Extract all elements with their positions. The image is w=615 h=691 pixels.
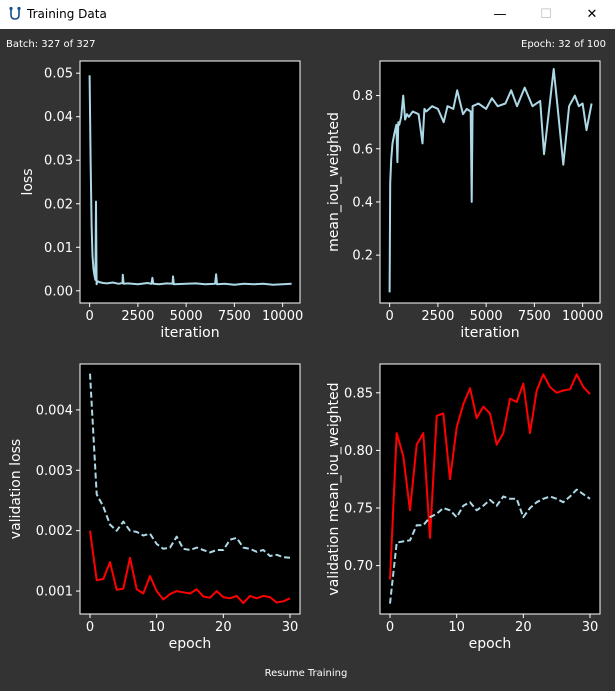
y-tick-label: 0.85 xyxy=(344,386,373,401)
series-line xyxy=(389,373,591,580)
y-tick-label: 0.75 xyxy=(344,502,373,517)
x-tick-label: 7500 xyxy=(218,309,251,324)
x-tick-label: 10 xyxy=(448,620,465,635)
x-tick-label: 10000 xyxy=(262,309,303,324)
y-tick-label: 0.002 xyxy=(36,524,73,539)
y-axis-label: loss xyxy=(20,168,36,195)
series-line xyxy=(388,68,593,293)
validation-miou-chart: 0 10 20 30 0.70 0.75 0.80 0.85 epoch validation m… xyxy=(326,363,601,652)
x-axis-label: iteration xyxy=(460,325,519,341)
series-line xyxy=(88,75,292,286)
y-tick-label: 0.04 xyxy=(44,110,73,125)
validation-loss-chart: 0 10 20 30 0.001 0.002 0.003 0.004 epoch validati… xyxy=(8,363,301,652)
window-title: Training Data xyxy=(27,7,107,21)
y-axis-label: validation mean_iou_weighted xyxy=(326,382,342,595)
y-tick-label: 0.004 xyxy=(36,403,73,418)
close-button[interactable]: ✕ xyxy=(586,7,598,22)
x-tick-label: 0 xyxy=(386,620,394,635)
x-tick-label: 10000 xyxy=(562,309,603,324)
x-axis-label: epoch xyxy=(169,636,212,652)
x-tick-label: 0 xyxy=(386,309,394,324)
title-bar: Training Data — ☐ ✕ xyxy=(0,0,615,29)
x-axis-label: iteration xyxy=(160,325,219,341)
plot-area xyxy=(79,60,301,304)
series-line xyxy=(389,488,591,604)
y-axis-label: validation loss xyxy=(8,439,24,539)
plot-area xyxy=(379,363,601,615)
y-tick-label: 0.80 xyxy=(344,444,373,459)
x-tick-label: 5000 xyxy=(470,309,503,324)
plot-area xyxy=(379,60,601,304)
miou-chart: 0 2500 5000 7500 10000 0.2 0.4 0.6 0.8 iteration m… xyxy=(326,60,603,341)
y-tick-label: 0.003 xyxy=(36,464,73,479)
x-tick-label: 10 xyxy=(148,620,165,635)
y-tick-label: 0.03 xyxy=(44,154,73,169)
series-line xyxy=(89,530,291,605)
epoch-status: Epoch: 32 of 100 xyxy=(521,39,606,50)
x-tick-label: 7500 xyxy=(518,309,551,324)
y-tick-label: 0.00 xyxy=(44,284,73,299)
minimize-button[interactable]: — xyxy=(493,7,507,22)
y-axis-label: mean_iou_weighted xyxy=(326,112,342,252)
x-axis-label: epoch xyxy=(469,636,512,652)
y-tick-label: 0.01 xyxy=(44,241,73,256)
branch-icon xyxy=(9,6,21,20)
loss-chart: 0 2500 5000 7500 10000 0.00 0.01 0.02 0.03 0.04 0.… xyxy=(20,60,303,341)
y-tick-label: 0.001 xyxy=(36,585,73,600)
x-tick-label: 0 xyxy=(86,309,94,324)
x-tick-label: 20 xyxy=(515,620,532,635)
y-tick-label: 0.6 xyxy=(352,142,373,157)
x-tick-label: 20 xyxy=(215,620,232,635)
batch-status: Batch: 327 of 327 xyxy=(6,39,96,50)
x-tick-label: 2500 xyxy=(121,309,154,324)
y-tick-label: 0.8 xyxy=(352,89,373,104)
y-tick-label: 0.02 xyxy=(44,197,73,212)
x-tick-label: 30 xyxy=(582,620,599,635)
y-tick-label: 0.2 xyxy=(352,249,373,264)
maximize-button[interactable]: ☐ xyxy=(540,7,552,22)
x-tick-label: 5000 xyxy=(170,309,203,324)
series-line xyxy=(89,373,291,559)
x-tick-label: 30 xyxy=(282,620,299,635)
x-tick-label: 2500 xyxy=(421,309,454,324)
x-tick-label: 0 xyxy=(86,620,94,635)
resume-training-button[interactable]: Resume Training xyxy=(264,668,348,679)
y-tick-label: 0.70 xyxy=(344,559,373,574)
plot-area xyxy=(79,363,301,615)
y-tick-label: 0.4 xyxy=(352,195,373,210)
y-tick-label: 0.05 xyxy=(44,67,73,82)
